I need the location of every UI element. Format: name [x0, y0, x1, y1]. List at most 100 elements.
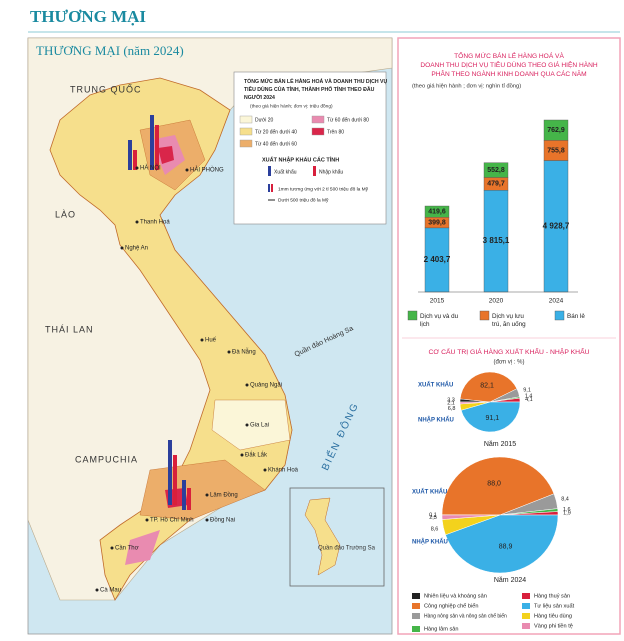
province-area [158, 146, 174, 164]
place-label: Cà Mau [100, 588, 121, 594]
x-tick-label: 2024 [549, 298, 564, 305]
legend-swatch [522, 613, 530, 619]
place-dot [245, 423, 249, 427]
pie-slice [445, 514, 559, 574]
place-dot [227, 350, 231, 354]
legend-swatch [412, 603, 420, 609]
legend-swatch [407, 310, 418, 321]
map-title: THƯƠNG MẠI (năm 2024) [36, 43, 184, 58]
bar-value-label: 419,6 [428, 208, 446, 215]
bar-segment [543, 119, 569, 141]
legend-label: Công nghiệp chế biến [424, 603, 478, 609]
legend-swatch [412, 613, 420, 619]
map-legend-box [233, 71, 387, 225]
place-dot [245, 383, 249, 387]
pie-slice [460, 401, 521, 433]
x-tick-label: 2020 [489, 298, 504, 305]
legend-bar [271, 184, 273, 192]
pie-half-label: NHẬP KHẨU [412, 539, 448, 546]
legend-swatch [239, 115, 253, 124]
bar-decoration [133, 150, 137, 170]
bar-value-label: 762,9 [547, 127, 565, 134]
pie-chart-subtitle: (đơn vị : %) [494, 360, 525, 366]
pie-value-label: 2,5 [429, 515, 437, 521]
place-dot [240, 453, 244, 457]
place-dot [120, 246, 124, 250]
legend-bar [268, 166, 271, 176]
archipelago-label: Quần đảo Trường Sa [318, 546, 376, 552]
legend-label: Hàng nông sản và nông sản chế biến [424, 613, 507, 619]
legend-note: Dưới 500 triệu đô la Mỹ [278, 197, 329, 203]
place-label: Cần Thơ [115, 546, 139, 552]
country-label: CAMPUCHIA [75, 454, 138, 464]
legend-label: Vàng phi tiền tệ [534, 623, 573, 629]
pie-title: Năm 2015 [484, 441, 516, 448]
place-dot [200, 338, 204, 342]
pie-slice [459, 401, 491, 405]
bar-segment [483, 162, 509, 178]
pie-value-label: 88,9 [499, 543, 513, 550]
place-dot [263, 468, 267, 472]
legend-label: Bán lẻ [567, 313, 585, 320]
province-area [125, 530, 160, 565]
province-area [211, 399, 291, 451]
bar-chart-title: TỔNG MỨC BÁN LẺ HÀNG HOÁ VÀ DOANH THU DỊC… [420, 51, 598, 78]
bar-segment [483, 190, 509, 293]
legend-label: Hàng lâm sản [424, 626, 459, 632]
pie-value-label: 9,1 [523, 387, 531, 393]
pie-half-label: XUẤT KHẨU [412, 489, 447, 496]
place-dot [110, 546, 114, 550]
bar-value-label: 3 815,1 [483, 236, 510, 245]
place-label: Đà Nẵng [232, 349, 256, 356]
place-dot [135, 220, 139, 224]
place-label: HÀ NỘI [140, 165, 161, 172]
pie-value-label: 1,4 [525, 394, 533, 400]
bar-segment [543, 160, 569, 293]
bar-decoration [150, 115, 154, 170]
bar-value-label: 2 403,7 [424, 255, 451, 264]
pie-chart-title: CƠ CẤU TRỊ GIÁ HÀNG XUẤT KHẨU - NHẬP KHẨ… [428, 346, 589, 356]
legend-swatch [412, 626, 420, 632]
page-title: THƯƠNG MẠI [30, 7, 146, 26]
legend-label: Nhiên liệu và khoáng sản [424, 593, 487, 599]
place-dot [205, 518, 209, 522]
legend-swatch [311, 127, 325, 136]
pie-slice [459, 371, 518, 403]
bar-decoration [128, 140, 132, 170]
pie-half-label: XUẤT KHẨU [418, 382, 453, 389]
bar-decoration [173, 455, 177, 505]
place-label: Huế [205, 338, 217, 344]
legend-label: Dịch vụ lưu trú, ăn uống [492, 313, 526, 328]
pie-slice [441, 456, 555, 516]
place-dot [185, 168, 189, 172]
country-label: THÁI LAN [45, 324, 94, 334]
place-label: Gia Lai [250, 423, 269, 429]
pie-value-label: 4,1 [525, 397, 533, 403]
legend-swatch [239, 127, 253, 136]
legend-swatch [479, 310, 490, 321]
pie-value-label: 3,3 [447, 397, 455, 403]
bar-value-label: 552,8 [487, 167, 505, 174]
bar-decoration [182, 480, 186, 510]
inset-map [289, 487, 385, 587]
legend-bar [313, 166, 316, 176]
country-label: LÀO [55, 209, 76, 219]
legend-bar [268, 184, 270, 192]
x-tick-label: 2015 [430, 298, 445, 305]
legend-swatch [311, 115, 325, 124]
legend-label: Dưới 20 [255, 117, 274, 123]
legend-label: Từ 60 đến dưới 80 [327, 117, 369, 123]
legend-label: Dịch vụ và du lịch [420, 313, 459, 328]
legend-label: Tư liệu sản xuất [534, 603, 575, 609]
legend-label: Hàng thuỷ sản [534, 592, 570, 599]
legend-swatch [554, 310, 565, 321]
legend-title: TỔNG MỨC BÁN LẺ HÀNG HOÁ VÀ DOANH THU DỊ… [244, 78, 387, 101]
legend-swatch [522, 623, 530, 629]
bar-value-label: 399,8 [428, 219, 446, 226]
place-dot [145, 518, 149, 522]
bar-value-label: 4 928,7 [543, 221, 570, 230]
pie-value-label: 8,4 [561, 496, 569, 502]
legend-swatch [522, 593, 530, 599]
